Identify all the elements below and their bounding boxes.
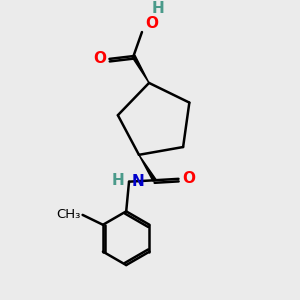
Polygon shape xyxy=(139,155,156,181)
Text: N: N xyxy=(131,174,144,189)
Text: H: H xyxy=(151,2,164,16)
Polygon shape xyxy=(132,55,149,83)
Text: O: O xyxy=(182,171,195,186)
Text: CH₃: CH₃ xyxy=(56,208,80,221)
Text: H: H xyxy=(112,173,125,188)
Text: O: O xyxy=(93,51,106,66)
Text: O: O xyxy=(145,16,158,31)
